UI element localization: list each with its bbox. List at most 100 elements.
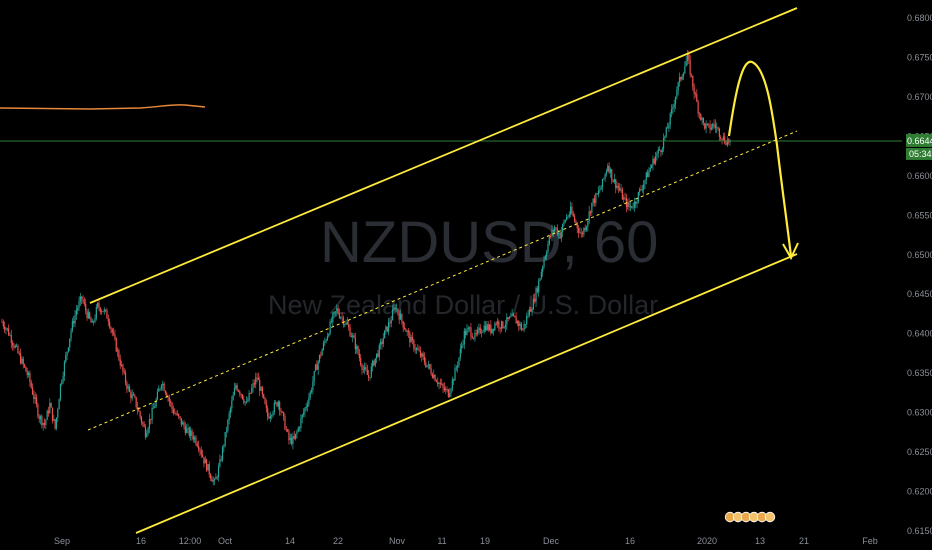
candle-body xyxy=(151,407,153,420)
price-tick-label: 0.64000 xyxy=(907,329,932,339)
candle-body xyxy=(480,332,483,334)
candle-body xyxy=(382,338,384,344)
candle-body xyxy=(124,372,127,383)
candle-body xyxy=(213,479,216,481)
time-tick-label: Feb xyxy=(862,536,878,546)
candle-body xyxy=(661,148,663,153)
candle-body xyxy=(417,348,419,350)
candle-body xyxy=(652,158,654,166)
candle-body xyxy=(140,416,143,423)
candle-body xyxy=(536,288,538,293)
candle-body xyxy=(70,330,72,339)
candle-body xyxy=(127,386,129,389)
candle-body xyxy=(183,422,185,427)
candle-body xyxy=(405,329,407,332)
candle-body xyxy=(709,124,711,130)
candle-body xyxy=(353,335,355,338)
candle-body xyxy=(313,371,315,382)
candle-body xyxy=(305,406,307,409)
candle-body xyxy=(547,243,549,253)
candle-body xyxy=(164,390,167,394)
candle-body xyxy=(77,307,79,311)
candle-body xyxy=(603,178,605,180)
candle-body xyxy=(142,422,144,424)
candle-body xyxy=(462,344,464,346)
candle-body xyxy=(160,385,163,389)
channel-upper-trendline[interactable] xyxy=(89,7,798,304)
candle-body xyxy=(200,450,202,455)
candle-body xyxy=(33,394,35,400)
projection-arrow-path[interactable] xyxy=(727,60,793,257)
candle-body xyxy=(633,201,635,208)
price-axis[interactable]: 0.680000.675000.670000.665000.660000.655… xyxy=(902,0,932,550)
candle-body xyxy=(348,324,350,328)
candle-body xyxy=(73,320,75,324)
candle-body xyxy=(473,338,475,339)
candle-body xyxy=(467,327,469,330)
candle-body xyxy=(192,436,194,440)
candle-body xyxy=(130,391,132,399)
candle-body xyxy=(119,359,121,366)
candle-body xyxy=(328,334,330,336)
candle-body xyxy=(708,123,710,125)
candle-body xyxy=(705,123,707,129)
candle-body xyxy=(577,228,580,233)
candle-body xyxy=(437,382,439,385)
time-tick-label: 14 xyxy=(285,536,295,546)
candle-body xyxy=(9,335,11,336)
candle-body xyxy=(632,207,634,209)
candle-body xyxy=(596,193,598,195)
candle-body xyxy=(491,328,493,334)
candle-body xyxy=(575,220,577,223)
candle-body xyxy=(18,352,20,354)
channel-lower-trendline[interactable] xyxy=(135,253,798,534)
candle-body xyxy=(506,317,508,325)
time-axis[interactable]: Sep 16 12:00 Oct 14 22 Nov 11 19 Dec 16 2020 13 21 Feb xyxy=(54,536,878,546)
candle-body xyxy=(534,298,536,302)
candle-body xyxy=(644,179,646,185)
candle-body xyxy=(276,402,278,407)
candle-body xyxy=(512,313,515,316)
candle-body xyxy=(492,328,495,331)
candle-body xyxy=(39,416,42,420)
candle-body xyxy=(220,459,222,461)
candle-body xyxy=(195,437,197,445)
channel-midline[interactable] xyxy=(87,130,798,431)
candle-body xyxy=(697,101,699,114)
candle-body xyxy=(631,206,633,208)
candle-body xyxy=(564,220,566,222)
candle-body xyxy=(201,454,204,458)
candle-body xyxy=(342,317,345,325)
watermark-description: New Zealand Dollar / U.S. Dollar xyxy=(268,290,658,320)
candle-body xyxy=(289,437,291,441)
candle-body xyxy=(544,256,546,260)
candle-body xyxy=(240,394,242,395)
drawings-layer[interactable] xyxy=(0,7,902,534)
candle-body xyxy=(227,420,229,432)
candle-body xyxy=(232,395,234,401)
candle-body xyxy=(310,390,313,392)
indicator-line[interactable] xyxy=(0,104,206,110)
candle-body xyxy=(548,236,550,244)
candle-body xyxy=(106,310,108,319)
candle-body xyxy=(682,73,685,77)
candle-body xyxy=(435,380,438,383)
candle-body xyxy=(640,189,642,191)
candle-body xyxy=(288,431,290,441)
candle-body xyxy=(365,367,367,371)
candle-body xyxy=(231,400,233,409)
price-tick-label: 0.68000 xyxy=(907,13,932,23)
candle-body xyxy=(42,423,44,426)
candle-body xyxy=(131,394,133,399)
candle-body xyxy=(341,317,343,319)
candle-body xyxy=(260,387,262,391)
candle-body xyxy=(115,338,117,352)
candle-body xyxy=(345,322,347,325)
candles-layer xyxy=(1,49,731,486)
candle-body xyxy=(209,474,212,479)
candle-body xyxy=(713,124,715,125)
candle-body xyxy=(53,419,55,421)
candle-body xyxy=(672,107,674,110)
candle-body xyxy=(380,341,382,345)
